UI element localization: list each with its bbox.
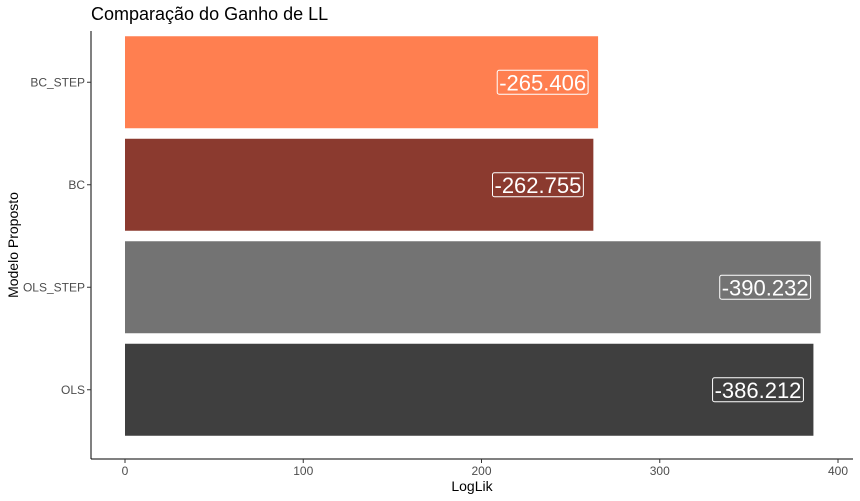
- x-tick-label: 300: [650, 464, 670, 478]
- data-label-text: -265.406: [499, 70, 586, 95]
- data-labels-group: -265.406 -262.755 -390.232 -386.212: [492, 69, 812, 403]
- x-ticks-group: 0 100 200 300 400: [122, 459, 848, 478]
- data-label-text: -390.232: [722, 275, 809, 300]
- x-axis-title: LogLik: [451, 478, 493, 494]
- data-label-ols: -386.212: [712, 377, 804, 403]
- y-axis-title: Modelo Proposto: [5, 192, 21, 298]
- data-label-box: [719, 274, 812, 300]
- data-label-box: [492, 172, 584, 198]
- y-tick-label: BC: [68, 178, 85, 192]
- data-label-text: -386.212: [715, 378, 802, 403]
- bars-group: [125, 36, 821, 436]
- bar-ols: [125, 343, 814, 436]
- bar-bc-step: [125, 36, 599, 129]
- data-label-bc: -262.755: [492, 172, 584, 198]
- data-label-box: [496, 69, 589, 95]
- y-tick-label: OLS: [61, 383, 85, 397]
- data-label-ols-step: -390.232: [719, 274, 812, 300]
- data-label-bc-step: -265.406: [496, 69, 589, 95]
- y-tick-label: BC_STEP: [30, 75, 85, 89]
- x-tick-label: 0: [122, 464, 129, 478]
- bar-bc: [125, 138, 594, 231]
- x-tick-label: 200: [471, 464, 491, 478]
- data-label-box: [712, 377, 804, 403]
- x-tick-label: 400: [828, 464, 848, 478]
- y-tick-label: OLS_STEP: [23, 280, 85, 294]
- data-label-text: -262.755: [495, 173, 582, 198]
- chart-title: Comparação do Ganho de LL: [91, 4, 328, 24]
- x-tick-label: 100: [293, 464, 313, 478]
- bar-ols-step: [125, 241, 821, 334]
- y-ticks-group: BC_STEP BC OLS_STEP OLS: [23, 75, 91, 397]
